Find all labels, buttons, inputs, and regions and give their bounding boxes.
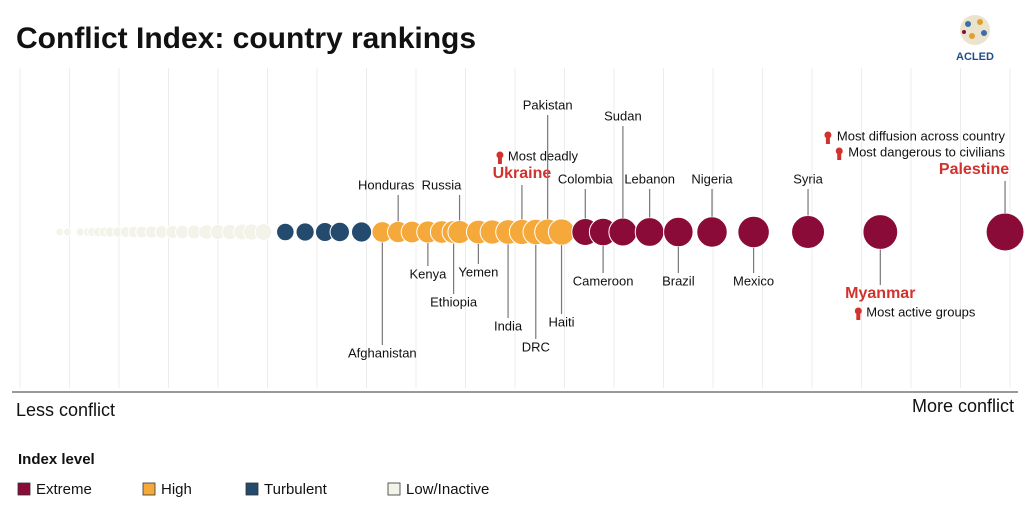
country-label: Afghanistan	[348, 345, 417, 360]
bubble	[663, 216, 694, 248]
legend-swatch	[142, 482, 156, 496]
labels: Afghanistan Honduras Kenya Ethiopia Russia Ye…	[348, 97, 1009, 360]
bubble	[329, 221, 350, 243]
country-label: Sudan	[604, 108, 642, 123]
country-label: Yemen	[458, 264, 498, 279]
annotation: Most active groups	[866, 304, 976, 319]
bubble	[55, 227, 64, 237]
country-label: Colombia	[558, 171, 614, 186]
country-label: Pakistan	[523, 97, 573, 112]
legend-title: Index level	[18, 451, 95, 468]
logo-globe	[960, 15, 990, 45]
country-label: Ethiopia	[430, 294, 478, 309]
legend-swatch	[387, 482, 401, 496]
legend-label: Low/Inactive	[406, 481, 489, 498]
country-label: Lebanon	[624, 171, 675, 186]
country-label: Brazil	[662, 273, 695, 288]
bubble	[254, 223, 273, 241]
country-label: Cameroon	[573, 273, 634, 288]
bubble	[634, 217, 665, 247]
bubble	[696, 216, 728, 248]
country-label: Kenya	[409, 266, 447, 281]
bubble	[985, 212, 1024, 252]
country-label: Palestine	[939, 161, 1009, 178]
logo-text: ACLED	[956, 51, 994, 63]
bubble	[62, 227, 73, 237]
country-label: Nigeria	[691, 171, 733, 186]
country-label: India	[494, 318, 523, 333]
bubble	[350, 221, 373, 243]
country-label: Russia	[422, 177, 463, 192]
x-label-left: Less conflict	[16, 400, 115, 420]
legend-label: Turbulent	[264, 481, 328, 498]
bubble	[737, 215, 770, 249]
country-label: Mexico	[733, 273, 774, 288]
annotation: Most dangerous to civilians	[848, 144, 1005, 159]
annotation: Most diffusion across country	[837, 128, 1006, 143]
x-label-right: More conflict	[912, 396, 1014, 416]
legend-label: High	[161, 481, 192, 498]
bubble	[862, 214, 899, 250]
annotation-icon	[824, 131, 832, 139]
annotation-icon	[837, 154, 842, 160]
legend-swatch	[17, 482, 31, 496]
bubble	[608, 217, 638, 247]
chart-title: Conflict Index: country rankings	[16, 22, 476, 55]
bubble	[791, 215, 826, 249]
annotation-icon	[496, 151, 504, 159]
country-label: Syria	[793, 171, 823, 186]
annotation-icon	[854, 307, 862, 315]
country-label: DRC	[522, 339, 550, 354]
bubble	[547, 218, 576, 246]
country-label: Honduras	[358, 177, 415, 192]
country-label: Ukraine	[493, 165, 552, 182]
annotation-icon	[856, 314, 861, 320]
bubble	[295, 222, 315, 242]
bubble	[276, 222, 295, 242]
legend-swatch	[245, 482, 259, 496]
annotation-icon	[825, 138, 830, 144]
legend-label: Extreme	[36, 481, 92, 498]
country-label: Haiti	[549, 314, 575, 329]
bubbles	[55, 212, 1024, 252]
annotation: Most deadly	[508, 148, 579, 163]
country-label: Myanmar	[845, 285, 915, 302]
annotation-icon	[497, 158, 502, 164]
annotation-icon	[835, 147, 843, 155]
